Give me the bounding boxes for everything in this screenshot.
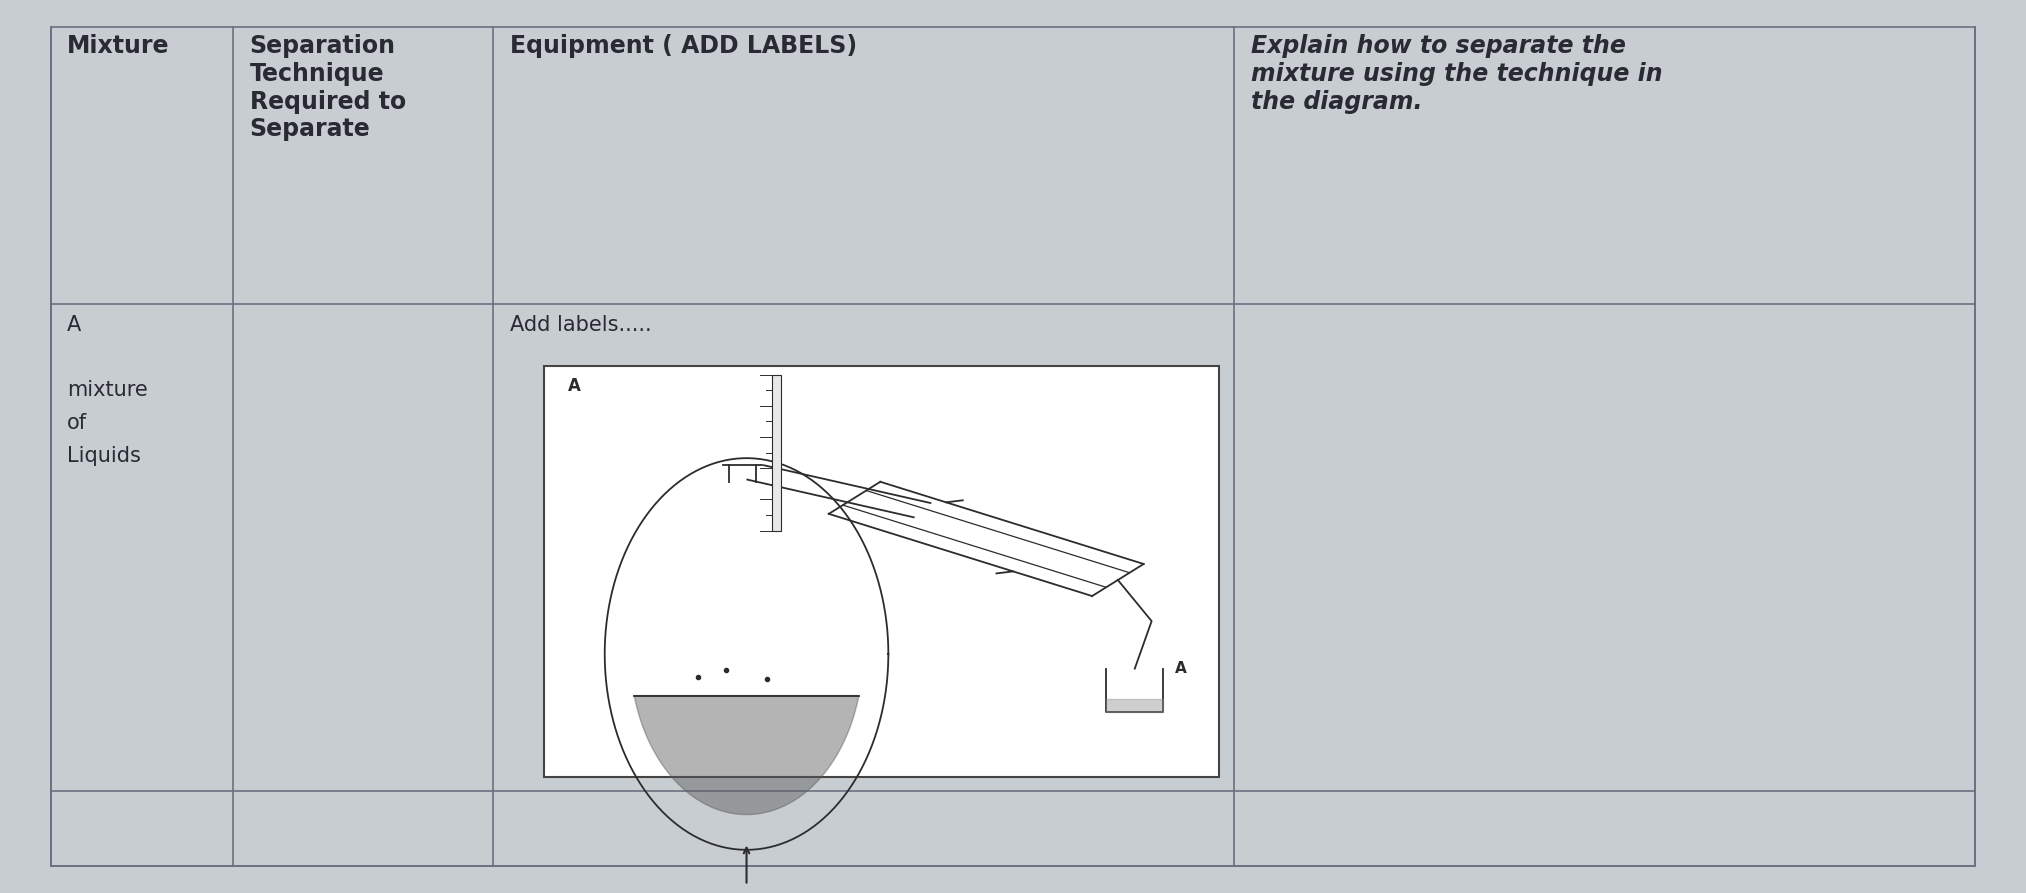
Polygon shape xyxy=(1106,698,1163,712)
Text: A: A xyxy=(1175,661,1187,676)
Text: A: A xyxy=(567,377,581,395)
Bar xyxy=(772,374,782,530)
Bar xyxy=(543,366,1220,777)
Text: Mixture: Mixture xyxy=(67,34,170,58)
Text: Equipment ( ADD LABELS): Equipment ( ADD LABELS) xyxy=(511,34,857,58)
Text: Explain how to separate the
mixture using the technique in
the diagram.: Explain how to separate the mixture usin… xyxy=(1250,34,1661,113)
Text: Separation
Technique
Required to
Separate: Separation Technique Required to Separat… xyxy=(249,34,405,141)
Text: A

mixture
of
Liquids: A mixture of Liquids xyxy=(67,314,148,466)
Text: Add labels.....: Add labels..... xyxy=(511,314,650,335)
Polygon shape xyxy=(634,696,859,814)
